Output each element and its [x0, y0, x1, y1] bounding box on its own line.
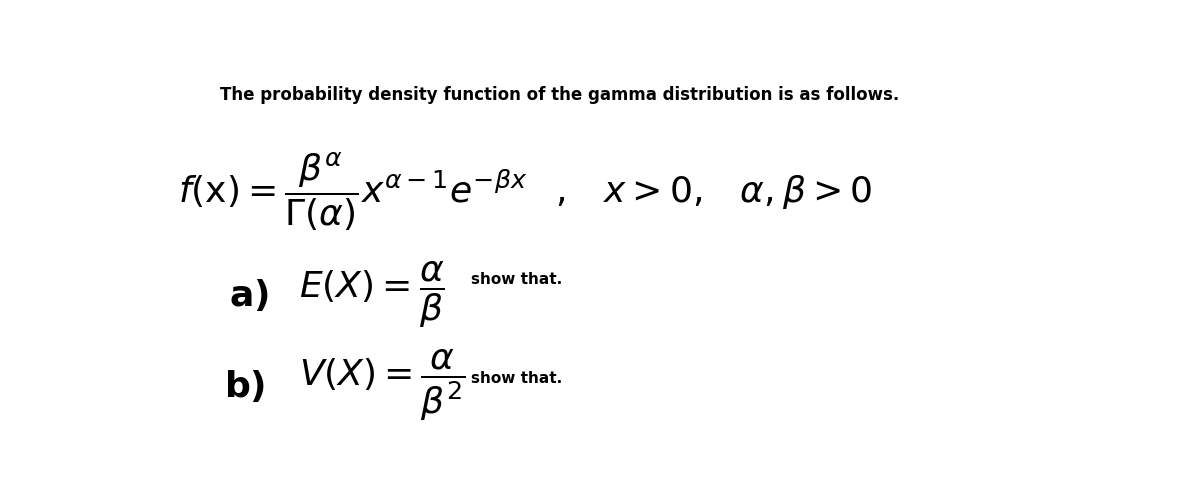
Text: $E(X)=\dfrac{\alpha}{\beta}$: $E(X)=\dfrac{\alpha}{\beta}$: [299, 259, 445, 330]
Text: $\mathbf{b)}$: $\mathbf{b)}$: [224, 368, 265, 404]
Text: $V(X)=\dfrac{\alpha}{\beta^{2}}$: $V(X)=\dfrac{\alpha}{\beta^{2}}$: [299, 348, 466, 423]
Text: show that.: show that.: [470, 371, 562, 386]
Text: The probability density function of the gamma distribution is as follows.: The probability density function of the …: [220, 86, 899, 104]
Text: show that.: show that.: [470, 272, 562, 287]
Text: $f(\mathrm{x})=\dfrac{\beta^{\alpha}}{\Gamma(\alpha)}x^{\alpha-1}e^{-\beta x}$$\: $f(\mathrm{x})=\dfrac{\beta^{\alpha}}{\G…: [178, 151, 872, 233]
Text: $\mathbf{a)}$: $\mathbf{a)}$: [229, 277, 269, 313]
